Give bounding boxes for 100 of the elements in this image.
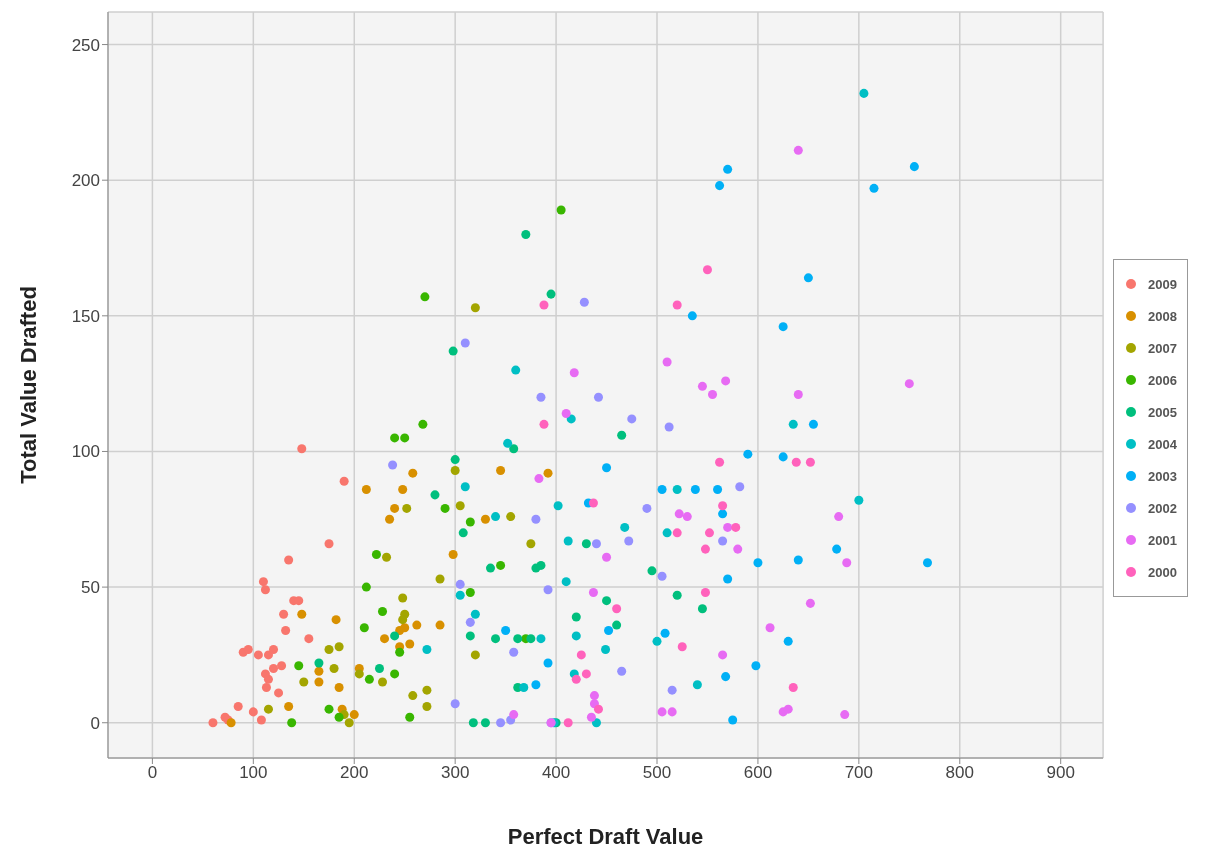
point — [692, 680, 702, 690]
point — [718, 650, 728, 660]
point — [470, 609, 480, 619]
point — [563, 718, 573, 728]
point — [468, 718, 478, 728]
point — [324, 644, 334, 654]
point — [390, 669, 400, 679]
point — [672, 590, 682, 600]
point — [753, 558, 763, 568]
point — [700, 544, 710, 554]
point — [521, 229, 531, 239]
point — [667, 707, 677, 717]
point — [791, 457, 801, 467]
point — [718, 501, 728, 511]
point — [783, 704, 793, 714]
point — [534, 474, 544, 484]
point — [287, 718, 297, 728]
point — [715, 181, 725, 191]
point — [617, 430, 627, 440]
point — [297, 609, 307, 619]
point — [687, 311, 697, 321]
point — [334, 642, 344, 652]
point — [571, 631, 581, 641]
point — [723, 522, 733, 532]
point — [546, 289, 556, 299]
legend-label: 2000 — [1148, 564, 1177, 580]
point — [470, 303, 480, 313]
point — [718, 536, 728, 546]
point — [440, 503, 450, 513]
point — [344, 718, 354, 728]
point — [718, 509, 728, 519]
point — [398, 593, 408, 603]
point — [657, 484, 667, 494]
point — [480, 718, 490, 728]
point — [339, 476, 349, 486]
point — [390, 631, 400, 641]
point — [496, 465, 506, 475]
point — [571, 612, 581, 622]
x-tick-label: 600 — [743, 763, 773, 783]
legend-label: 2006 — [1148, 372, 1177, 388]
point — [783, 636, 793, 646]
point — [284, 555, 294, 565]
point — [261, 682, 271, 692]
point — [253, 650, 263, 660]
point — [398, 484, 408, 494]
point — [422, 685, 432, 695]
point — [601, 644, 611, 654]
point — [513, 634, 523, 644]
point — [721, 672, 731, 682]
point — [324, 704, 334, 714]
point — [697, 381, 707, 391]
point — [539, 300, 549, 310]
point — [398, 615, 408, 625]
point — [731, 522, 741, 532]
point — [723, 164, 733, 174]
point — [627, 414, 637, 424]
point — [617, 666, 627, 676]
point — [509, 647, 519, 657]
point — [400, 433, 410, 443]
point — [702, 265, 712, 275]
point — [531, 680, 541, 690]
point — [793, 555, 803, 565]
point — [803, 273, 813, 283]
point — [380, 634, 390, 644]
legend-label: 2007 — [1148, 340, 1177, 356]
legend-label: 2002 — [1148, 500, 1177, 516]
point — [674, 509, 684, 519]
x-tick-label: 100 — [239, 763, 268, 783]
point — [334, 682, 344, 692]
point — [526, 539, 536, 549]
point — [422, 701, 432, 711]
point — [519, 682, 529, 692]
point — [778, 452, 788, 462]
point — [662, 357, 672, 367]
point — [408, 691, 418, 701]
point — [455, 579, 465, 589]
point — [496, 560, 506, 570]
point — [382, 552, 392, 562]
x-tick-label: 500 — [642, 763, 672, 783]
point — [465, 631, 475, 641]
point — [735, 482, 745, 492]
point — [840, 710, 850, 720]
point — [277, 661, 287, 671]
point — [588, 588, 598, 598]
point — [805, 457, 815, 467]
point — [374, 663, 384, 673]
point — [713, 484, 723, 494]
point — [448, 550, 458, 560]
point — [465, 617, 475, 627]
point — [672, 528, 682, 538]
point — [331, 615, 341, 625]
point — [536, 634, 546, 644]
point — [460, 338, 470, 348]
point — [586, 712, 596, 722]
point — [793, 389, 803, 399]
legend-label: 2003 — [1148, 468, 1177, 484]
point — [660, 628, 670, 638]
point — [667, 685, 677, 695]
point — [593, 392, 603, 402]
point — [624, 536, 634, 546]
